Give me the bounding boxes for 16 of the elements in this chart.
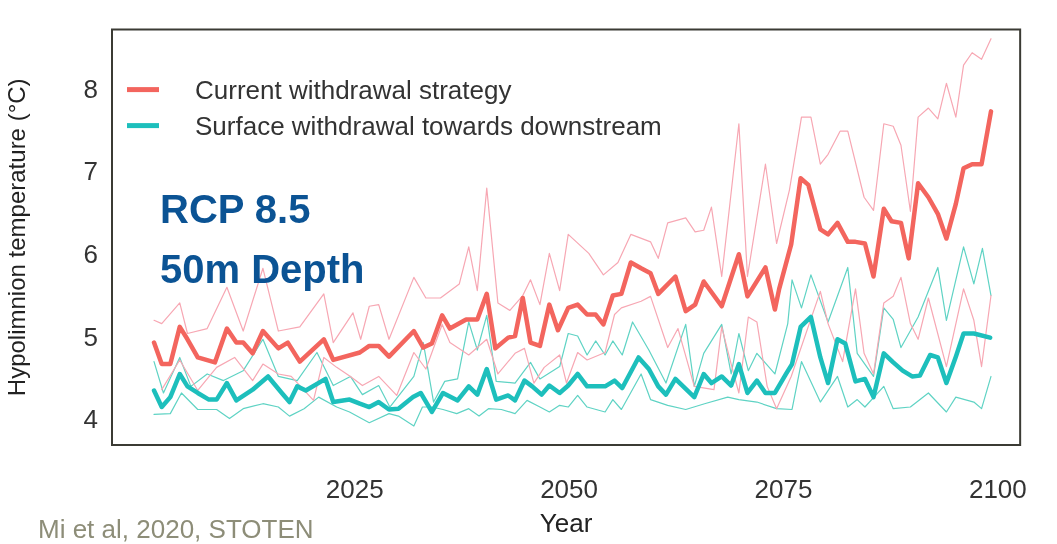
y-tick-label: 6	[83, 239, 98, 270]
legend-label: Current withdrawal strategy	[195, 74, 512, 105]
y-tick-label: 4	[83, 404, 98, 435]
annotation: 50m Depth	[160, 246, 365, 291]
x-axis-title: Year	[539, 507, 593, 538]
y-tick-label: 8	[83, 73, 98, 104]
x-tick-label: 2025	[325, 473, 384, 504]
x-tick-label: 2050	[540, 473, 598, 504]
y-tick-label: 5	[83, 321, 98, 352]
legend-label: Surface withdrawal towards downstream	[195, 110, 662, 141]
x-tick-label: 2075	[754, 473, 813, 504]
text: Mi et al, 2020, STOTEN	[38, 514, 314, 544]
x-tick-label: 2100	[968, 473, 1027, 504]
annotation: RCP 8.5	[160, 186, 311, 231]
y-axis-title: Hypolimnion temperature (°C)	[3, 78, 31, 397]
y-tick-label: 7	[83, 156, 98, 187]
